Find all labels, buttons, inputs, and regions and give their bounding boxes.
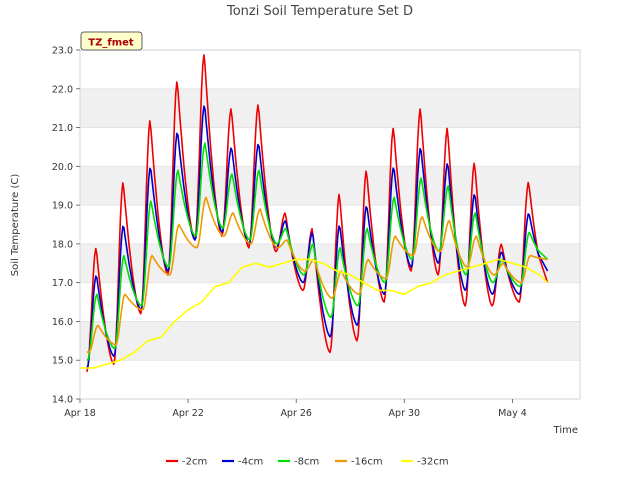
badge: TZ_fmet — [80, 31, 143, 51]
x-tick-label: Apr 22 — [172, 408, 204, 419]
series-layer — [80, 54, 549, 373]
badge-label: TZ_fmet — [88, 38, 134, 49]
grid-band — [80, 50, 580, 89]
x-axis-label: Time — [553, 425, 578, 436]
grid-band — [80, 88, 580, 128]
y-tick-label: 21.0 — [52, 123, 73, 134]
y-tick-label: 20.0 — [52, 162, 73, 173]
y-tick-label: 15.0 — [52, 356, 73, 367]
grid-band — [80, 360, 580, 399]
series-line — [80, 258, 549, 369]
y-tick-label: 19.0 — [52, 201, 73, 212]
x-tick-label: May 4 — [498, 408, 527, 419]
y-tick-label: 17.0 — [52, 278, 73, 289]
y-tick-label: 16.0 — [52, 317, 73, 328]
series-line — [86, 142, 549, 361]
legend: -2cm -4cm -8cm -16cm -32cm — [166, 457, 449, 468]
x-tick-label: Apr 26 — [280, 408, 312, 419]
grid-band — [80, 205, 580, 244]
y-tick-label: 14.0 — [52, 395, 73, 406]
grid-band — [80, 321, 580, 361]
x-tick-label: Apr 18 — [64, 408, 96, 419]
y-tick-label: 23.0 — [52, 46, 73, 57]
legend-label: -32cm — [417, 457, 449, 468]
chart-title: Tonzi Soil Temperature Set D — [226, 4, 413, 19]
grid-band — [80, 127, 580, 167]
legend-label: -16cm — [351, 457, 383, 468]
x-tick-label: Apr 30 — [389, 408, 421, 419]
badge-box — [80, 31, 143, 51]
plot-frame — [79, 49, 581, 400]
axes: 14.0 15.0 16.0 17.0 18.0 19.0 20.0 21.0 22.0 23.0… — [52, 46, 581, 419]
grid-bands — [80, 49, 580, 400]
grid-band — [80, 166, 580, 206]
legend-label: -2cm — [182, 457, 207, 468]
y-tick-label: 22.0 — [52, 84, 73, 95]
y-tick-label: 18.0 — [52, 239, 73, 250]
y-axis-label: Soil Temperature (C) — [10, 174, 21, 277]
grid-band — [80, 282, 580, 322]
legend-label: -8cm — [294, 457, 319, 468]
legend-label: -4cm — [238, 457, 263, 468]
